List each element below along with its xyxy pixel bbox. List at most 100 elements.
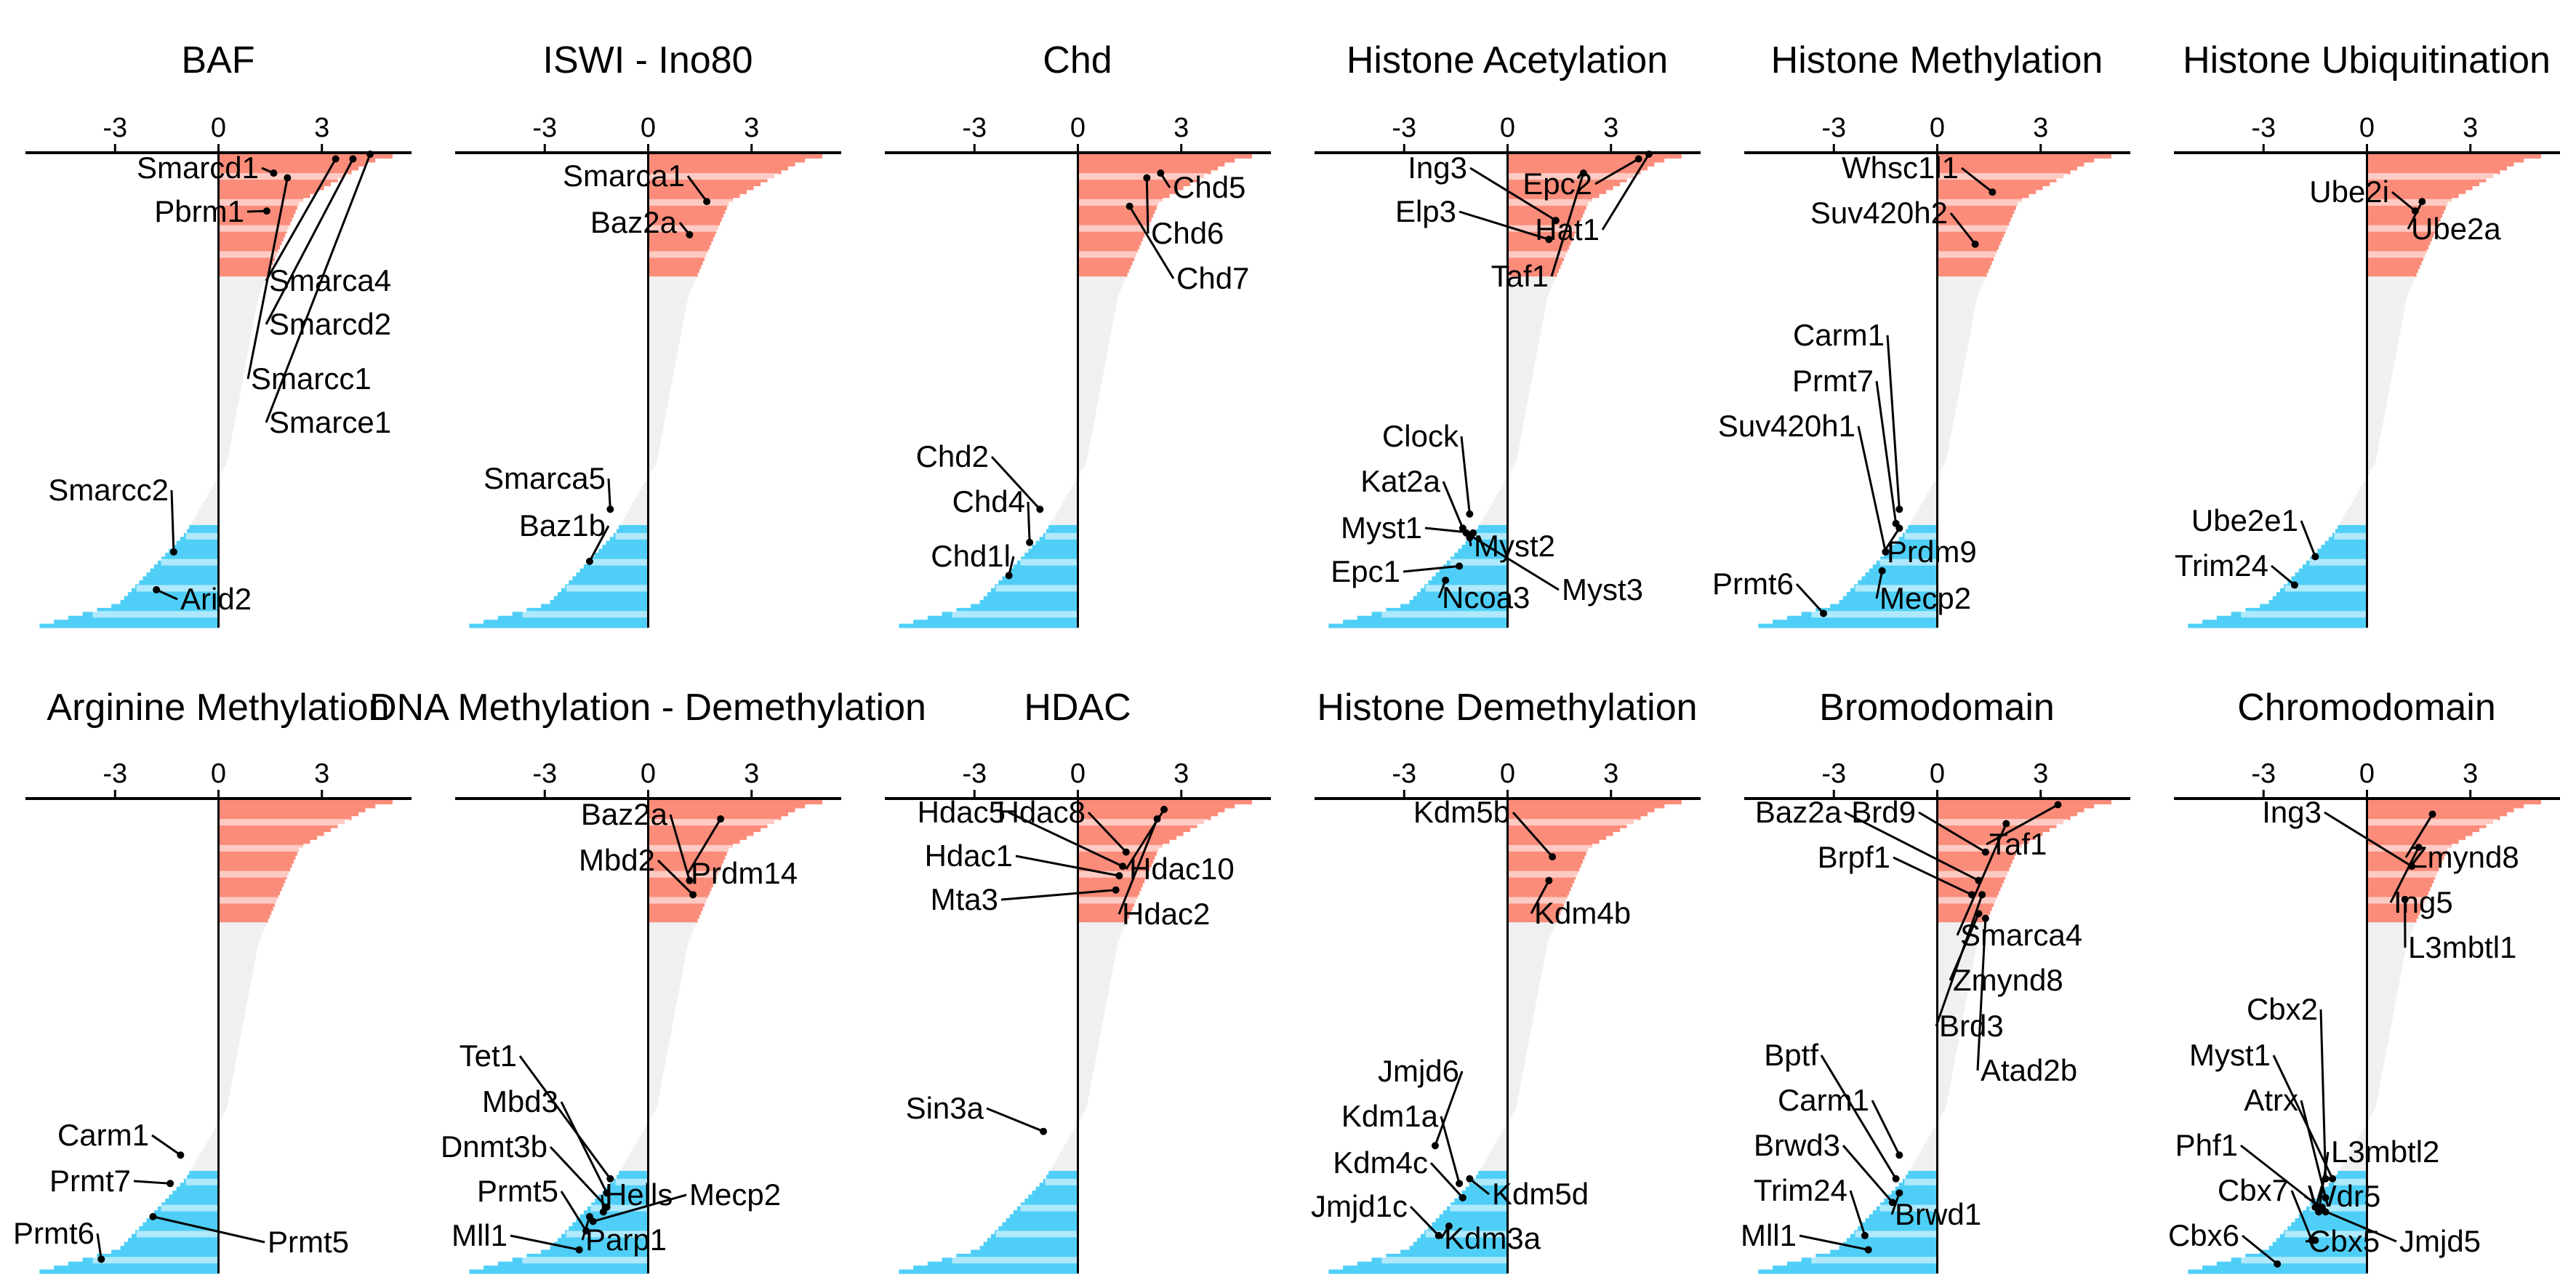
- x-tick-label: 0: [641, 759, 656, 789]
- bar: [1078, 217, 1152, 222]
- bar: [150, 1214, 219, 1219]
- bar: [1078, 879, 1145, 884]
- bar: [1078, 177, 1197, 183]
- bar: [648, 997, 678, 1002]
- bar: [2346, 1155, 2367, 1160]
- gene-point: [1895, 1189, 1903, 1197]
- bar: [111, 604, 219, 609]
- bar: [218, 454, 228, 459]
- bar: [1409, 1246, 1508, 1251]
- bar: [1482, 517, 1508, 522]
- panel-title: ISWI - Ino80: [543, 39, 753, 81]
- bar: [648, 296, 688, 301]
- gene-point: [1456, 1180, 1464, 1188]
- bar: [218, 272, 268, 277]
- bar: [1078, 233, 1145, 238]
- bar: [1078, 942, 1118, 947]
- bar: [583, 564, 649, 569]
- x-tick-label: -3: [1392, 759, 1416, 789]
- leader-line: [1871, 1100, 1901, 1156]
- leader-line: [1890, 1192, 1901, 1215]
- gene-label: Mbd3: [482, 1084, 558, 1119]
- bar: [1507, 1076, 1522, 1081]
- bar: [1480, 1167, 1508, 1172]
- bar: [2367, 867, 2439, 872]
- gene-point: [1040, 1127, 1048, 1135]
- bar: [1400, 1249, 1508, 1255]
- bar: [1507, 1072, 1523, 1077]
- bar: [2268, 1246, 2367, 1251]
- bar: [218, 154, 393, 159]
- bar: [1937, 209, 2015, 214]
- bar: [1078, 221, 1150, 226]
- bar: [218, 1009, 246, 1014]
- bar: [2367, 1001, 2396, 1006]
- bar-stripe: [218, 871, 290, 878]
- leader-line: [1458, 210, 1549, 241]
- bar: [1507, 887, 1571, 892]
- bar: [1507, 355, 1536, 360]
- gene-label: Brpf1: [1818, 840, 1890, 874]
- bar: [1507, 800, 1682, 805]
- bar: [1908, 1170, 1938, 1175]
- bar: [1078, 379, 1102, 384]
- gene-label: Tet1: [460, 1039, 517, 1073]
- bar: [2367, 221, 2439, 226]
- bar: [1078, 257, 1135, 262]
- bar: [1476, 1175, 1508, 1180]
- bar: [2367, 1080, 2381, 1085]
- bar: [1507, 308, 1545, 313]
- bar: [983, 596, 1078, 601]
- bar: [218, 449, 229, 455]
- bar: [1507, 1036, 1530, 1041]
- gene-label: Dnmt3b: [441, 1129, 547, 1164]
- bar: [1937, 288, 1981, 293]
- bar: [1507, 977, 1541, 983]
- bar: [2260, 604, 2367, 609]
- bar: [218, 308, 256, 313]
- bar: [1507, 260, 1562, 265]
- bar: [1078, 193, 1170, 199]
- bar-stripe: [218, 251, 278, 258]
- bar: [2367, 209, 2444, 214]
- bar-stripes: [1381, 173, 1639, 618]
- bar: [648, 867, 721, 872]
- bar: [218, 205, 297, 210]
- x-tick-label: -3: [103, 113, 127, 143]
- bar: [648, 241, 712, 246]
- x-tick-label: -3: [103, 759, 127, 789]
- panel-title: Chromodomain: [2237, 687, 2496, 729]
- bar: [648, 391, 670, 396]
- gene-label: Zmynd8: [2409, 840, 2519, 874]
- bar: [483, 620, 649, 625]
- bar: [1078, 1072, 1094, 1077]
- gene-point: [2329, 1175, 2337, 1183]
- bar: [1937, 367, 1964, 372]
- gene-label: Baz2a: [581, 797, 668, 831]
- bar-stripe: [648, 871, 720, 878]
- bar: [1432, 1222, 1508, 1227]
- bar: [1937, 454, 1947, 459]
- bar: [218, 387, 241, 392]
- bar: [1906, 529, 1938, 534]
- bar-stripe: [995, 585, 1078, 592]
- leader-line: [986, 1107, 1044, 1133]
- bar: [2367, 304, 2405, 309]
- bar: [591, 556, 649, 561]
- bar: [2367, 1108, 2375, 1113]
- bar: [1937, 415, 1955, 420]
- bar-stripe: [2309, 559, 2367, 566]
- bar: [1487, 1155, 1508, 1160]
- bar: [1069, 489, 1078, 495]
- gene-point: [1971, 240, 1979, 248]
- x-tick-label: 0: [1930, 759, 1945, 789]
- leader-line: [1460, 436, 1471, 514]
- bar: [218, 958, 255, 963]
- bar: [1507, 343, 1538, 348]
- bar: [1078, 1116, 1081, 1121]
- bar: [1078, 359, 1106, 364]
- x-tick-label: 3: [314, 759, 329, 789]
- gene-point: [1634, 155, 1642, 163]
